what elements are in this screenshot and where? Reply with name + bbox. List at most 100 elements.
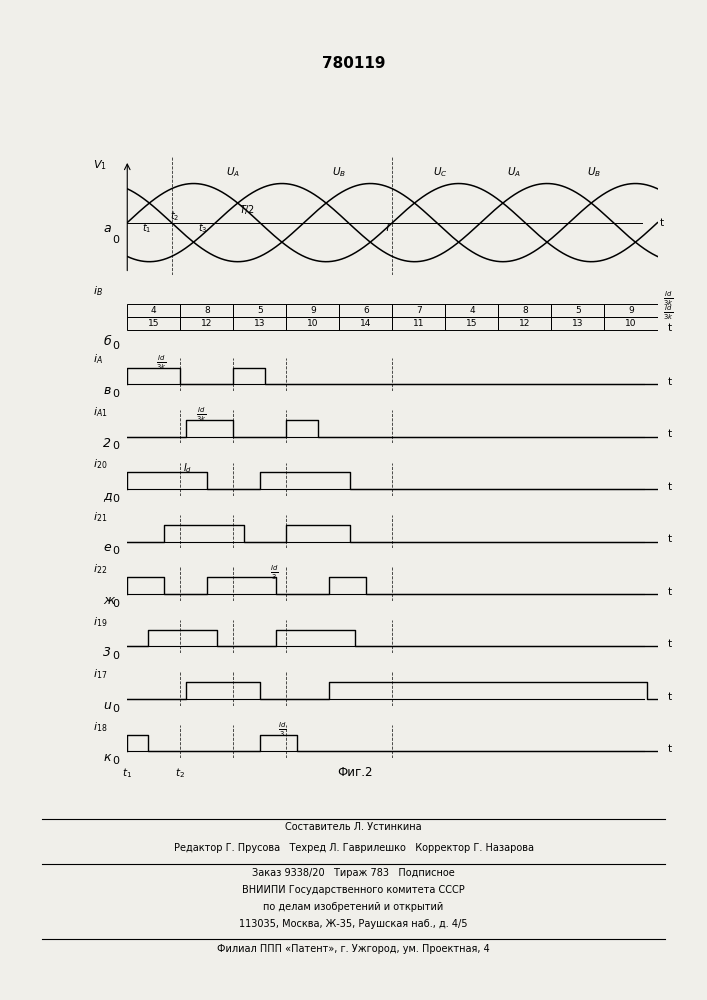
Text: $U_A$: $U_A$ (508, 165, 521, 179)
Text: Редактор Г. Прусова   Техред Л. Гаврилешко   Корректор Г. Назарова: Редактор Г. Прусова Техред Л. Гаврилешко… (173, 843, 534, 853)
Text: 8: 8 (204, 306, 210, 315)
Text: 10: 10 (625, 319, 637, 328)
Bar (498, 304, 551, 317)
Text: $i_{20}$: $i_{20}$ (93, 458, 107, 471)
Bar (180, 317, 233, 330)
Text: б: б (103, 335, 111, 348)
Text: 0: 0 (112, 494, 119, 504)
Bar (286, 304, 339, 317)
Text: 13: 13 (254, 319, 266, 328)
Text: $i_A$: $i_A$ (93, 353, 103, 366)
Text: 3: 3 (103, 646, 112, 659)
Bar (127, 317, 180, 330)
Text: t: t (668, 377, 672, 387)
Text: t: t (668, 587, 672, 597)
Text: $t_2$: $t_2$ (170, 209, 179, 223)
Text: t: t (668, 429, 672, 439)
Bar (392, 317, 445, 330)
Text: t: t (668, 692, 672, 702)
Text: по делам изобретений и открытий: по делам изобретений и открытий (264, 902, 443, 912)
Text: 0: 0 (112, 599, 119, 609)
Text: $T$: $T$ (385, 221, 393, 233)
Text: $\frac{Id}{3}$: $\frac{Id}{3}$ (270, 563, 279, 582)
Bar (286, 317, 339, 330)
Text: д: д (103, 489, 112, 502)
Text: $t_2$: $t_2$ (175, 766, 185, 780)
Text: 0: 0 (112, 546, 119, 556)
Text: $i_{19}$: $i_{19}$ (93, 615, 107, 629)
Text: 15: 15 (466, 319, 478, 328)
Bar (233, 304, 286, 317)
Text: 5: 5 (575, 306, 581, 315)
Text: $i_{18}$: $i_{18}$ (93, 720, 107, 734)
Text: ж: ж (103, 594, 115, 607)
Text: 113035, Москва, Ж-35, Раушская наб., д. 4/5: 113035, Москва, Ж-35, Раушская наб., д. … (239, 919, 468, 929)
Text: $i_{17}$: $i_{17}$ (93, 667, 107, 681)
Bar (180, 304, 233, 317)
Text: ВНИИПИ Государственного комитета СССР: ВНИИПИ Государственного комитета СССР (242, 885, 465, 895)
Text: 14: 14 (360, 319, 372, 328)
Text: Филиал ППП «Патент», г. Ужгород, ум. Проектная, 4: Филиал ППП «Патент», г. Ужгород, ум. Про… (217, 944, 490, 954)
Text: 9: 9 (310, 306, 316, 315)
Text: 0: 0 (112, 341, 119, 351)
Text: $t_1$: $t_1$ (122, 766, 132, 780)
Text: $V_1$: $V_1$ (93, 158, 107, 172)
Text: 0: 0 (112, 756, 119, 766)
Bar (498, 317, 551, 330)
Text: $U_C$: $U_C$ (433, 165, 448, 179)
Text: 0: 0 (112, 651, 119, 661)
Text: 0: 0 (112, 389, 119, 399)
Bar (339, 317, 392, 330)
Text: $U_B$: $U_B$ (332, 165, 346, 179)
Text: $i_B$: $i_B$ (93, 284, 103, 298)
Text: 6: 6 (363, 306, 369, 315)
Text: 15: 15 (148, 319, 160, 328)
Text: 780119: 780119 (322, 55, 385, 70)
Bar (604, 317, 658, 330)
Bar (604, 304, 658, 317)
Text: Фиг.2: Фиг.2 (337, 766, 373, 779)
Bar (551, 317, 604, 330)
Text: t: t (668, 534, 672, 544)
Text: 13: 13 (572, 319, 584, 328)
Text: в: в (103, 384, 111, 397)
Text: $\frac{Id}{3k}$: $\frac{Id}{3k}$ (663, 290, 673, 308)
Text: $i_{22}$: $i_{22}$ (93, 562, 107, 576)
Text: t: t (668, 482, 672, 492)
Text: u: u (103, 699, 111, 712)
Text: t: t (660, 218, 665, 228)
Bar (127, 304, 180, 317)
Text: 7: 7 (416, 306, 422, 315)
Text: t: t (668, 744, 672, 754)
Text: 12: 12 (201, 319, 213, 328)
Text: Заказ 9338/20   Тираж 783   Подписное: Заказ 9338/20 Тираж 783 Подписное (252, 868, 455, 878)
Text: 11: 11 (413, 319, 425, 328)
Text: $t_3$: $t_3$ (197, 221, 207, 235)
Text: $\frac{Id}{3k}$: $\frac{Id}{3k}$ (197, 406, 206, 424)
Bar (339, 304, 392, 317)
Text: е: е (103, 541, 111, 554)
Text: t: t (668, 323, 672, 333)
Text: $\frac{Id}{3k}$: $\frac{Id}{3k}$ (156, 354, 167, 372)
Text: $i_{A1}$: $i_{A1}$ (93, 405, 107, 419)
Text: 5: 5 (257, 306, 263, 315)
Text: 12: 12 (519, 319, 531, 328)
Bar (233, 317, 286, 330)
Text: $t_1$: $t_1$ (142, 221, 151, 235)
Bar (392, 304, 445, 317)
Text: к: к (103, 751, 111, 764)
Text: 0: 0 (112, 441, 119, 451)
Bar (445, 304, 498, 317)
Text: 4: 4 (151, 306, 156, 315)
Text: 0: 0 (112, 235, 119, 245)
Text: 9: 9 (628, 306, 634, 315)
Text: 2: 2 (103, 437, 112, 450)
Text: $i_{21}$: $i_{21}$ (93, 510, 107, 524)
Text: 0: 0 (112, 704, 119, 714)
Text: $\frac{Id}{3}$: $\frac{Id}{3}$ (279, 721, 287, 739)
Text: $I_d$: $I_d$ (183, 461, 192, 475)
Bar (445, 317, 498, 330)
Text: $\frac{Id}{3k}$: $\frac{Id}{3k}$ (663, 303, 673, 322)
Text: $U_B$: $U_B$ (587, 165, 601, 179)
Text: $U_A$: $U_A$ (226, 165, 240, 179)
